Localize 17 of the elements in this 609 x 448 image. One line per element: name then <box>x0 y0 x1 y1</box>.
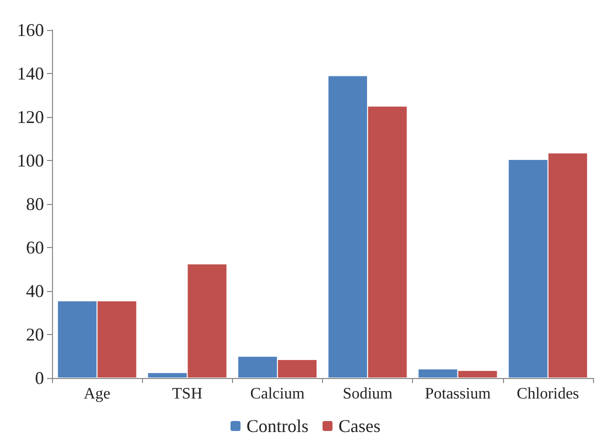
y-tick-label: 0 <box>35 368 44 388</box>
x-tick-label: Chlorides <box>516 386 580 402</box>
x-tick-label: Sodium <box>342 386 394 402</box>
y-tick-label: 140 <box>17 64 44 84</box>
x-tick-label: Age <box>84 386 110 402</box>
y-tick-label: 80 <box>26 194 44 214</box>
legend-label: Controls <box>246 416 309 436</box>
y-tick-label: 160 <box>17 20 44 40</box>
x-tick-label: Potassium <box>424 386 492 402</box>
y-tick-label: 20 <box>26 324 44 344</box>
y-tick-label: 120 <box>17 107 44 127</box>
y-tick-label: 100 <box>17 150 44 170</box>
x-tick-label: Calcium <box>250 386 306 402</box>
legend-label: Cases <box>338 416 381 436</box>
y-tick-label: 40 <box>26 281 44 301</box>
y-tick-label: 60 <box>26 238 44 258</box>
x-tick-label: TSH <box>172 386 203 402</box>
